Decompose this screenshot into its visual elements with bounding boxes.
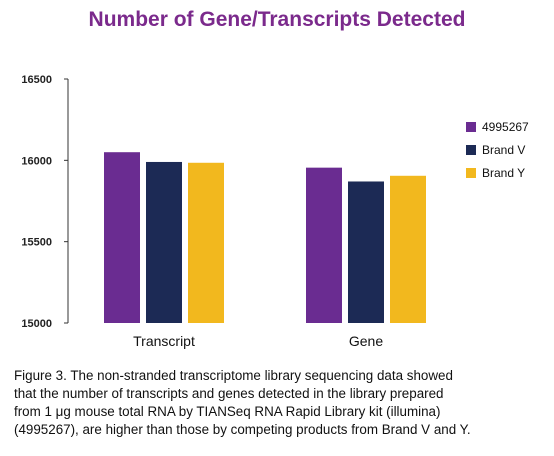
figure-caption: Figure 3. The non-stranded transcriptome… xyxy=(14,367,544,439)
caption-line: from 1 μg mouse total RNA by TIANSeq RNA… xyxy=(14,404,441,419)
bar xyxy=(390,175,426,323)
y-tick-label: 15000 xyxy=(21,318,52,330)
legend-swatch xyxy=(466,145,476,155)
chart-title: Number of Gene/Transcripts Detected xyxy=(88,8,466,31)
bar xyxy=(104,152,140,323)
y-axis: 15000 15500 16000 16500 xyxy=(21,74,69,330)
caption-line: that the number of transcripts and genes… xyxy=(14,386,444,401)
legend: 4995267 Brand V Brand Y xyxy=(466,120,529,180)
legend-label: Brand V xyxy=(482,143,525,157)
category-label: Transcript xyxy=(133,333,195,349)
caption-line: Figure 3. The non-stranded transcriptome… xyxy=(14,368,453,383)
y-tick-label: 16500 xyxy=(21,74,52,86)
legend-swatch xyxy=(466,168,476,178)
legend-swatch xyxy=(466,122,476,132)
category-labels: Transcript Gene xyxy=(133,333,383,349)
bar xyxy=(146,161,182,323)
category-label: Gene xyxy=(349,333,383,349)
legend-label: Brand Y xyxy=(482,166,525,180)
bar xyxy=(188,162,224,323)
y-tick-label: 15500 xyxy=(21,237,52,249)
y-tick-label: 16000 xyxy=(21,155,52,167)
bar-chart: 15000 15500 16000 16500 Transcript Gene 4995… xyxy=(21,74,529,349)
caption-line: (4995267), are higher than those by comp… xyxy=(14,422,471,437)
legend-label: 4995267 xyxy=(482,120,529,134)
bars xyxy=(104,152,426,323)
bar xyxy=(348,181,384,323)
bar xyxy=(306,167,342,323)
